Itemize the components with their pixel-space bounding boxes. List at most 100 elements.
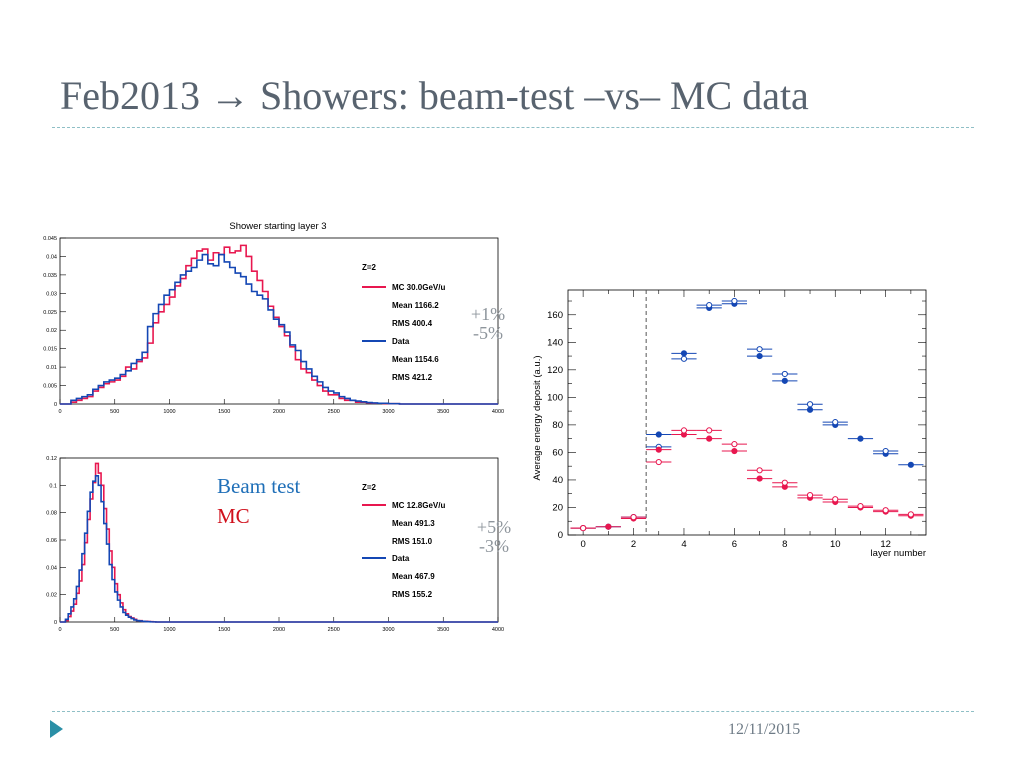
hist-top-y-tick-label: 0.04 [46, 254, 57, 260]
hist-top-y-tick-label: 0.045 [43, 236, 57, 242]
stats-data-rms: RMS 421.2 [392, 373, 433, 382]
bottom-percent-down: -3% [479, 536, 509, 556]
histogram-top-title: Shower starting layer 3 [229, 221, 326, 232]
hist-bottom-y-tick-label: 0.04 [46, 565, 57, 571]
scatter-point [857, 502, 864, 510]
scatter-point [781, 377, 788, 384]
hist-bottom-y-tick-label: 0.02 [46, 593, 57, 599]
hist-top-x-tick-label: 1500 [218, 409, 230, 414]
scatter-point [680, 350, 688, 357]
histogram-top: Shower starting layer 3 0 500 1000 1500 2000… [43, 221, 504, 414]
hist-bottom-y-tick-label: 0.06 [46, 538, 57, 544]
scatter-x-tick-label: 4 [681, 539, 686, 550]
scatter-point [907, 461, 914, 468]
scatter-y-tick-label: 60 [552, 447, 563, 458]
scatter-point [907, 511, 914, 518]
histogram-top-stats: Z=2 MC 30.0GeV/u Mean 1166.2 RMS 400.4 D… [362, 263, 445, 382]
scatter-point [706, 427, 713, 434]
scatter-y-tick-label: 0 [558, 530, 563, 541]
scatter-point [781, 479, 788, 486]
scatter-y-tick-label: 20 [552, 502, 563, 513]
bottom-percent-up: +5% [476, 517, 512, 537]
hist-bottom-x-tick-label: 3000 [382, 627, 394, 632]
hist-top-x-tick-label: 3500 [437, 409, 449, 414]
slide-title: Feb2013 → Showers: beam-test –vs– MC dat… [60, 73, 809, 118]
hist-top-y-tick-label: 0.035 [43, 273, 57, 279]
stats-mc-rms: RMS 151.0 [392, 537, 433, 546]
scatter-y-tick-label: 80 [552, 420, 563, 431]
hist-bottom-y-tick-label: 0.08 [46, 511, 57, 517]
scatter-y-label: Average energy deposit (a.u.) [532, 356, 543, 481]
hist-bottom-x-tick-label: 3500 [437, 627, 449, 632]
scatter-point [706, 435, 713, 442]
hist-top-y-tick-label: 0.025 [43, 310, 57, 316]
hist-top-y-tick-label: 0.01 [46, 365, 57, 371]
scatter-point [680, 427, 688, 434]
slide-date: 12/11/2015 [728, 721, 801, 738]
hist-top-x-tick-label: 500 [110, 409, 119, 414]
hist-bottom-x-tick-label: 1000 [163, 627, 175, 632]
stats-z: Z=2 [362, 483, 377, 492]
scatter-y-tick-label: 160 [547, 310, 563, 321]
scatter-point [832, 419, 839, 426]
stats-mc-rms: RMS 400.4 [392, 319, 433, 328]
scatter-point [655, 431, 662, 438]
stats-z: Z=2 [362, 263, 377, 272]
hist-top-series-data [60, 253, 498, 405]
scatter-point [655, 446, 662, 453]
scatter-x-tick-label: 8 [782, 539, 787, 550]
histogram-bottom-stats: Z=2 MC 12.8GeV/u Mean 491.3 RMS 151.0 Da… [362, 483, 445, 599]
scatter-frame [567, 289, 927, 536]
scatter-point [806, 406, 814, 413]
scatter-x-tick-label: 2 [631, 539, 636, 550]
scatter-point [605, 523, 612, 530]
scatter-point [756, 467, 763, 474]
hist-bottom-y-tick-label: 0 [54, 620, 57, 626]
scatter-point [882, 447, 889, 455]
hist-top-x-tick-label: 1000 [163, 409, 175, 414]
hist-bottom-x-tick-label: 4000 [492, 627, 504, 632]
hist-top-x-tick-label: 4000 [492, 409, 504, 414]
scatter-y-tick-label: 40 [552, 475, 563, 486]
beam-test-label: Beam test [217, 474, 301, 498]
footer-divider [52, 711, 974, 712]
scatter-point [781, 370, 788, 378]
hist-bottom-x-tick-label: 500 [110, 627, 119, 632]
scatter-point [731, 297, 738, 305]
scatter-y-tick-label: 140 [547, 337, 563, 348]
scatter-point [680, 355, 688, 362]
stats-data-mean: Mean 1154.6 [392, 355, 439, 364]
scatter-point [630, 514, 637, 521]
stats-data-mean: Mean 467.9 [392, 572, 435, 581]
hist-bottom-x-tick-label: 0 [58, 627, 61, 632]
hist-top-x-tick-label: 0 [58, 409, 61, 414]
stats-data-rms: RMS 155.2 [392, 590, 433, 599]
hist-bottom-x-tick-label: 1500 [218, 627, 230, 632]
bottom-percent-change: +5% -3% [466, 518, 522, 556]
hist-bottom-x-tick-label: 2000 [273, 627, 285, 632]
scatter-point [756, 352, 763, 360]
mc-label: MC [217, 504, 250, 528]
title-divider [52, 127, 974, 128]
scatter-x-tick-label: 6 [732, 539, 737, 550]
stats-mc-mean: Mean 1166.2 [392, 301, 439, 310]
scatter-point [832, 496, 839, 503]
histogram-bottom: 0 500 1000 1500 2000 2500 3000 3500 4000 0 0.02 0.0… [46, 456, 504, 632]
scatter-y-tick-label: 120 [547, 365, 563, 376]
top-percent-change: +1% -5% [460, 305, 516, 343]
hist-top-x-tick-label: 2000 [273, 409, 285, 414]
top-percent-down: -5% [473, 323, 503, 343]
scatter-point [806, 491, 814, 499]
scatter-point [806, 401, 814, 408]
scatter-x-tick-label: 12 [880, 539, 891, 550]
scatter-point [655, 458, 662, 466]
scatter-point [857, 435, 864, 442]
hist-top-y-tick-label: 0.005 [43, 384, 57, 390]
play-arrow-icon [50, 720, 63, 738]
top-percent-up: +1% [470, 304, 506, 324]
scatter-point [882, 507, 889, 514]
hist-bottom-y-tick-label: 0.12 [46, 456, 57, 462]
hist-top-y-tick-label: 0.015 [43, 347, 57, 353]
scatter-point [731, 447, 738, 455]
stats-data-label: Data [392, 337, 410, 346]
